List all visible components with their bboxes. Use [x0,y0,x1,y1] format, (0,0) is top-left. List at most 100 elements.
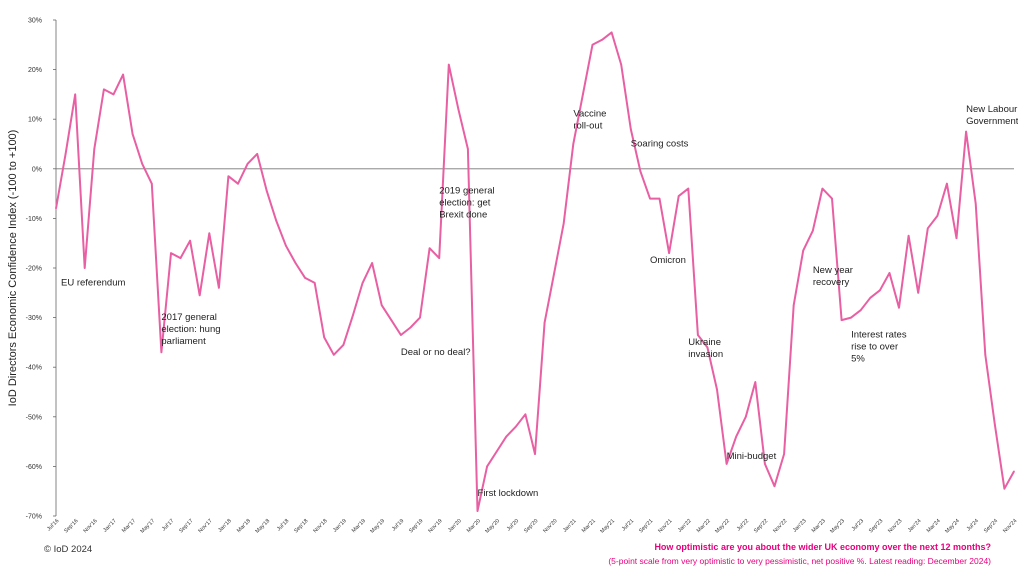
data-point [543,321,546,324]
y-tick-label: 10% [28,117,42,124]
annotation-label: Omicron [650,255,686,266]
x-tick-label: Nov'23 [887,518,903,534]
data-point [984,354,987,356]
y-tick-label: 20% [28,67,42,74]
x-tick-label: Nov'22 [772,518,788,534]
x-tick-label: Sep'22 [753,518,769,534]
data-point [649,197,651,200]
data-point [131,133,134,135]
y-tick-label: 30% [28,18,42,25]
y-tick-label: -20% [26,266,42,273]
data-point [256,153,258,155]
y-tick-label: -50% [26,414,42,421]
data-point [572,143,575,145]
data-point [601,39,603,41]
annotation-label: Brexit done [439,210,487,221]
data-point [342,344,345,346]
data-point [246,163,249,165]
data-point [677,195,680,197]
y-axis-label: IoD Directors Economic Confidence Index … [7,130,19,407]
x-tick-label: Jul'23 [851,518,865,532]
x-tick-label: May'20 [484,518,501,535]
data-point [812,230,814,232]
data-point [103,88,105,91]
data-point [630,128,632,130]
data-point [467,148,469,150]
y-tick-label: -10% [26,216,42,223]
data-point [725,463,728,465]
x-tick-label: May'21 [599,518,616,535]
x-tick-label: May'19 [369,518,386,535]
data-point [534,453,536,455]
x-tick-label: Nov'20 [542,518,558,534]
data-point [994,423,996,426]
data-point [764,463,766,465]
x-tick-label: Sep'18 [293,518,309,534]
y-tick-label: 0% [32,166,42,173]
data-point [151,182,153,185]
x-tick-label: Mar'19 [351,518,367,534]
data-point [610,31,613,34]
data-point [668,252,670,254]
data-point [275,220,278,222]
confidence-index-line [55,31,1015,512]
x-tick-label: Mar'18 [236,518,252,534]
annotation-label: Mini-budget [727,451,777,462]
x-tick-label: Jul'21 [621,518,635,532]
data-point [83,267,86,269]
data-point [917,292,919,294]
x-tick-label: Sep'23 [868,518,884,534]
annotation-label: First lockdown [478,488,539,499]
annotation-label: 2019 general [439,186,494,197]
copyright-note: © IoD 2024 [44,544,93,555]
survey-note: (5-point scale from very optimistic to v… [608,556,991,566]
data-point [859,309,862,311]
data-point [74,93,76,96]
data-point [792,304,795,307]
annotation-label: Interest rates [851,329,907,340]
data-point [237,182,239,185]
data-point [361,282,364,284]
x-tick-label: Nov'17 [197,518,213,534]
annotation-label: 5% [851,353,865,364]
x-tick-label: Mar'22 [696,518,712,534]
data-point [419,316,421,319]
data-point [390,319,393,321]
data-point [591,44,594,46]
x-tick-label: Mar'21 [581,518,597,534]
data-point [773,485,776,488]
data-point [304,277,306,279]
data-point [438,257,441,259]
x-tick-label: May'18 [255,518,272,535]
x-tick-label: May'22 [714,518,731,535]
data-point [754,381,757,383]
x-tick-label: Nov'16 [83,518,99,534]
annotation-label: New Labour [966,104,1017,115]
data-point [697,334,699,336]
data-point [380,304,383,307]
data-point [313,282,316,284]
data-point [208,232,211,235]
data-point [687,187,690,190]
data-point [333,354,335,356]
x-tick-label: Jul'17 [161,518,175,532]
annotation-label: Vaccine [573,109,606,120]
data-point [955,237,958,240]
data-point [495,450,498,453]
data-point [400,334,402,336]
annotation-label: Ukraine [688,337,721,348]
data-point [294,262,297,264]
data-point [218,287,220,289]
data-point [515,425,517,428]
data-point [783,453,785,455]
x-tick-label: Nov'21 [657,518,673,534]
annotation-label: roll-out [573,121,602,132]
x-tick-label: Jan'20 [447,518,463,534]
data-point [965,130,967,133]
data-point [285,244,287,247]
data-point [879,289,881,292]
x-tick-label: Jan'23 [792,518,808,534]
data-point [323,336,326,339]
data-point [1013,470,1015,473]
